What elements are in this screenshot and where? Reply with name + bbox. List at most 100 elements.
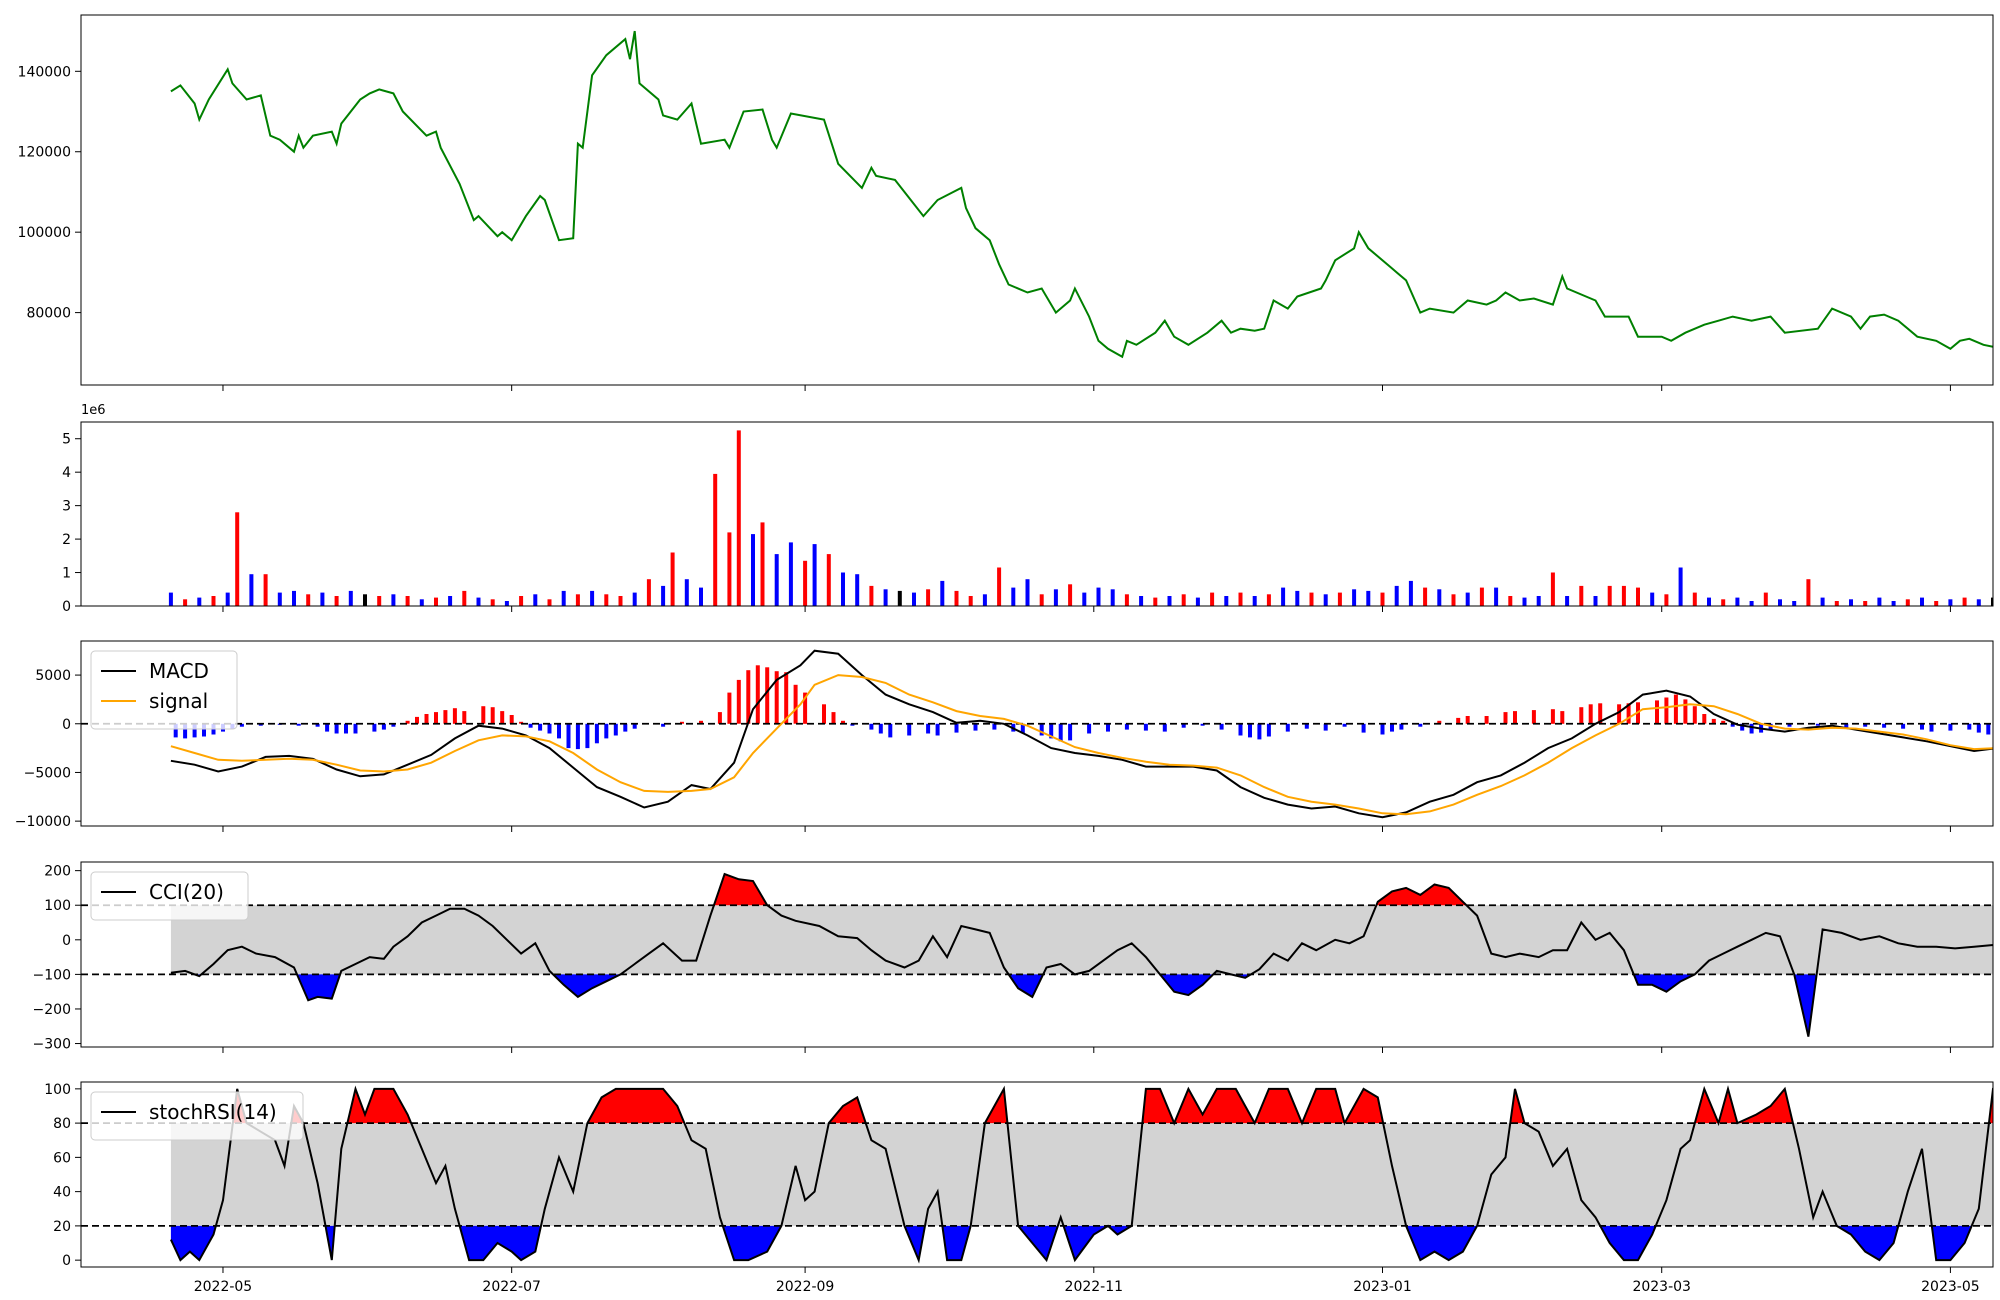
- macd-histogram-bar: [1456, 717, 1461, 724]
- macd-histogram-bar: [1285, 723, 1290, 732]
- macd-histogram-bar: [973, 723, 978, 731]
- volume-bar: [225, 592, 230, 606]
- volume-bar: [954, 590, 959, 606]
- volume-bar: [1039, 594, 1044, 606]
- volume-bar: [1607, 585, 1612, 606]
- volume-bar: [1678, 567, 1683, 606]
- x-tick-label: 2023-01: [1353, 1279, 1412, 1295]
- macd-histogram-bar: [1863, 723, 1868, 727]
- macd-histogram-bar: [822, 704, 826, 724]
- volume-bar: [1550, 572, 1555, 606]
- macd-histogram-bar: [528, 723, 533, 728]
- macd-histogram-bar: [1948, 723, 1953, 731]
- volume-bar: [632, 592, 637, 606]
- volume-bar: [1707, 597, 1711, 606]
- volume-bar: [419, 599, 424, 606]
- y-tick-label: 1: [62, 566, 71, 582]
- macd-histogram-bar: [680, 721, 684, 724]
- volume-bar: [1636, 587, 1640, 606]
- legend-box: [90, 871, 249, 921]
- volume-bar: [661, 585, 666, 606]
- macd-histogram-bar: [585, 723, 590, 749]
- stochrsi-line: [169, 1085, 1993, 1264]
- macd-histogram-bar: [850, 723, 855, 726]
- macd-histogram-bar: [1380, 723, 1385, 735]
- volume-bar: [168, 592, 173, 606]
- volume-bar: [618, 596, 623, 606]
- volume-bar: [320, 592, 325, 606]
- macd-histogram-bar: [1721, 720, 1726, 724]
- volume-bar: [1849, 599, 1853, 606]
- volume-bar: [670, 552, 675, 606]
- volume-bar: [1394, 585, 1399, 606]
- overbought-fill: [1344, 1088, 1384, 1124]
- x-tick-label: 2022-05: [194, 1279, 253, 1295]
- macd-histogram-bar: [462, 711, 467, 724]
- volume-bar: [1451, 594, 1456, 606]
- plot-area: [170, 30, 1993, 359]
- volume-bar: [391, 594, 396, 606]
- volume-bar: [1352, 589, 1357, 606]
- overbought-fill: [347, 1088, 412, 1124]
- y-tick-label: 120000: [18, 145, 71, 161]
- volume-bar: [774, 554, 779, 606]
- volume-bar: [751, 534, 755, 606]
- macd-histogram-bar: [547, 723, 552, 734]
- volume-bar: [263, 574, 268, 606]
- macd-histogram-bar: [1920, 723, 1924, 730]
- macd-histogram-bar: [434, 712, 438, 724]
- volume-bar: [476, 597, 481, 606]
- macd-histogram-bar: [1711, 718, 1716, 724]
- macd-histogram-bar: [623, 723, 628, 732]
- legend-label: stochRSI(14): [149, 1100, 277, 1124]
- volume-bar: [547, 599, 552, 606]
- macd-histogram-bar: [1219, 723, 1224, 730]
- overbought-fill: [1142, 1088, 1175, 1124]
- macd-histogram-bar: [746, 670, 751, 724]
- macd-histogram-bar: [192, 723, 197, 738]
- y-tick-label: 100: [44, 1082, 71, 1098]
- volume-bar: [982, 594, 987, 606]
- macd-histogram-bar: [1484, 716, 1489, 724]
- macd-histogram-bar: [774, 671, 779, 724]
- macd-histogram-bar: [1418, 723, 1423, 727]
- macd-histogram-bar: [405, 720, 410, 724]
- volume-bar: [1195, 597, 1200, 606]
- macd-histogram-bar: [736, 679, 741, 724]
- y-tick-label: 60: [53, 1150, 71, 1166]
- macd-histogram-bar: [443, 710, 448, 724]
- macd-histogram-bar: [1664, 697, 1669, 724]
- macd-histogram-bar: [1124, 723, 1129, 730]
- legend-label: CCI(20): [149, 880, 224, 904]
- macd-histogram-bar: [372, 723, 377, 732]
- volume-bar: [1337, 592, 1342, 606]
- overbought-fill: [587, 1088, 685, 1124]
- macd-histogram-bar: [841, 720, 845, 724]
- volume-bar: [1621, 585, 1626, 606]
- macd-histogram-bar: [1617, 704, 1622, 724]
- macd-histogram-bar: [538, 723, 543, 731]
- x-tick-label: 2022-07: [482, 1279, 541, 1295]
- volume-bar: [1408, 580, 1413, 606]
- macd-histogram-bar: [557, 723, 561, 739]
- volume-bar: [1877, 597, 1882, 606]
- volume-bar: [760, 522, 765, 606]
- panel-frame: [80, 861, 1994, 1048]
- oversold-fill: [553, 974, 621, 997]
- macd-histogram-bar: [803, 692, 808, 724]
- volume-bar: [1323, 594, 1328, 606]
- plot-area: [81, 649, 1993, 819]
- panel-frame: [80, 421, 1994, 607]
- macd-histogram-bar: [1437, 720, 1442, 724]
- x-axis: 2022-05 2022-07 2022-09 2022-11 2023-01 2023-…: [194, 1279, 1980, 1295]
- volume-bar: [1082, 592, 1087, 606]
- macd-histogram-bar: [992, 723, 997, 730]
- volume-bar: [363, 594, 367, 606]
- volume-bar: [883, 589, 888, 606]
- volume-bar: [1976, 599, 1981, 606]
- volume-bar: [504, 601, 509, 606]
- volume-bar: [575, 594, 580, 606]
- volume-bar: [1962, 597, 1967, 606]
- y-tick-label: 0: [62, 933, 71, 949]
- macd-histogram-bar: [604, 723, 609, 739]
